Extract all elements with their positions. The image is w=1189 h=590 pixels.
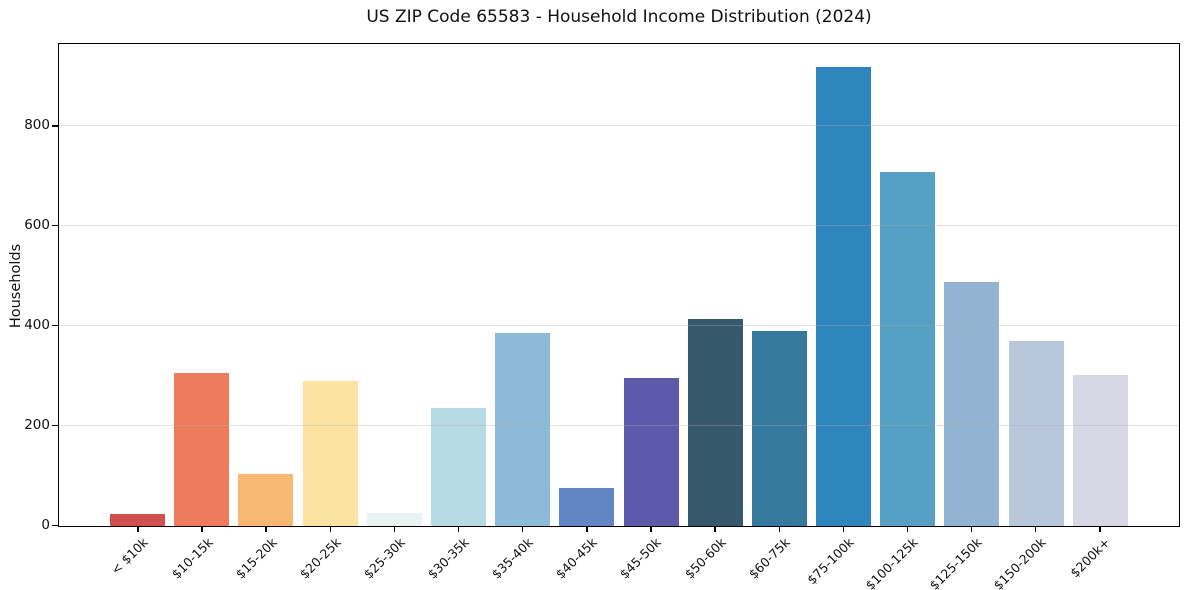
bar-$40-45k bbox=[559, 488, 615, 526]
bar-$50-60k bbox=[687, 319, 743, 526]
x-tick-label: $200k+ bbox=[1067, 534, 1114, 581]
x-tick-label: $60-75k bbox=[745, 534, 793, 582]
x-tick-mark bbox=[522, 526, 524, 532]
x-tick-mark bbox=[970, 526, 973, 532]
x-tick-mark bbox=[265, 526, 267, 532]
x-tick-mark bbox=[1099, 526, 1101, 532]
y-tick-label: 200 bbox=[24, 417, 50, 433]
x-tick-label: $50-60k bbox=[681, 534, 729, 582]
bar-$20-25k bbox=[302, 380, 358, 526]
x-tick-mark bbox=[586, 526, 588, 532]
x-tick-label: $15-20k bbox=[232, 534, 280, 582]
bar-$125-150k bbox=[944, 282, 1000, 526]
bars-container bbox=[110, 44, 1128, 526]
y-tick-mark bbox=[52, 324, 58, 327]
y-tick-mark bbox=[52, 424, 58, 427]
bar-$10-15k bbox=[174, 373, 230, 526]
bar-$25-30k bbox=[366, 512, 422, 526]
bar-$15-20k bbox=[238, 473, 294, 526]
bar-$75-100k bbox=[816, 67, 872, 526]
bar-$35-40k bbox=[495, 333, 551, 526]
x-tick-label: $100-125k bbox=[862, 534, 921, 590]
bar-$200k+ bbox=[1072, 374, 1128, 526]
x-tick-mark bbox=[714, 526, 716, 532]
y-tick-label: 600 bbox=[24, 217, 50, 234]
y-tick-label: 0 bbox=[41, 516, 50, 533]
x-tick-label: $25-30k bbox=[360, 534, 408, 582]
bar-$60-75k bbox=[751, 330, 807, 526]
x-tick-label: $125-150k bbox=[926, 534, 985, 590]
x-tick-mark bbox=[201, 526, 203, 532]
x-tick-mark bbox=[393, 526, 396, 532]
x-tick-label: $45-50k bbox=[617, 534, 665, 582]
y-tick-mark bbox=[52, 225, 58, 227]
x-tick-label: $35-40k bbox=[488, 534, 536, 582]
x-tick-mark bbox=[778, 526, 780, 532]
x-tick-mark bbox=[137, 526, 139, 532]
x-tick-label: $30-35k bbox=[424, 534, 472, 582]
y-tick-mark bbox=[52, 125, 58, 127]
y-tick-mark bbox=[52, 524, 58, 527]
x-tick-label: < $10k bbox=[108, 534, 152, 578]
x-tick-label: $20-25k bbox=[296, 534, 344, 582]
bar-$30-35k bbox=[430, 408, 486, 526]
chart-title: US ZIP Code 65583 - Household Income Dis… bbox=[366, 7, 872, 27]
y-tick-label: 400 bbox=[24, 317, 50, 334]
plot-area bbox=[58, 43, 1180, 527]
x-tick-label: $150-200k bbox=[990, 534, 1049, 590]
x-tick-mark bbox=[1035, 526, 1037, 532]
bar-$45-50k bbox=[623, 378, 679, 526]
bar-< $10k bbox=[110, 513, 165, 526]
y-tick-label: 800 bbox=[24, 117, 50, 134]
x-tick-label: $10-15k bbox=[168, 534, 216, 582]
x-tick-mark bbox=[457, 526, 460, 532]
x-tick-mark bbox=[906, 526, 909, 532]
bar-$150-200k bbox=[1008, 341, 1064, 526]
x-tick-label: $75-100k bbox=[803, 534, 857, 588]
x-tick-label: $40-45k bbox=[552, 534, 601, 582]
x-tick-mark bbox=[329, 526, 331, 532]
bar-$100-125k bbox=[880, 171, 936, 526]
x-tick-mark bbox=[650, 526, 652, 532]
x-tick-mark bbox=[842, 526, 845, 532]
